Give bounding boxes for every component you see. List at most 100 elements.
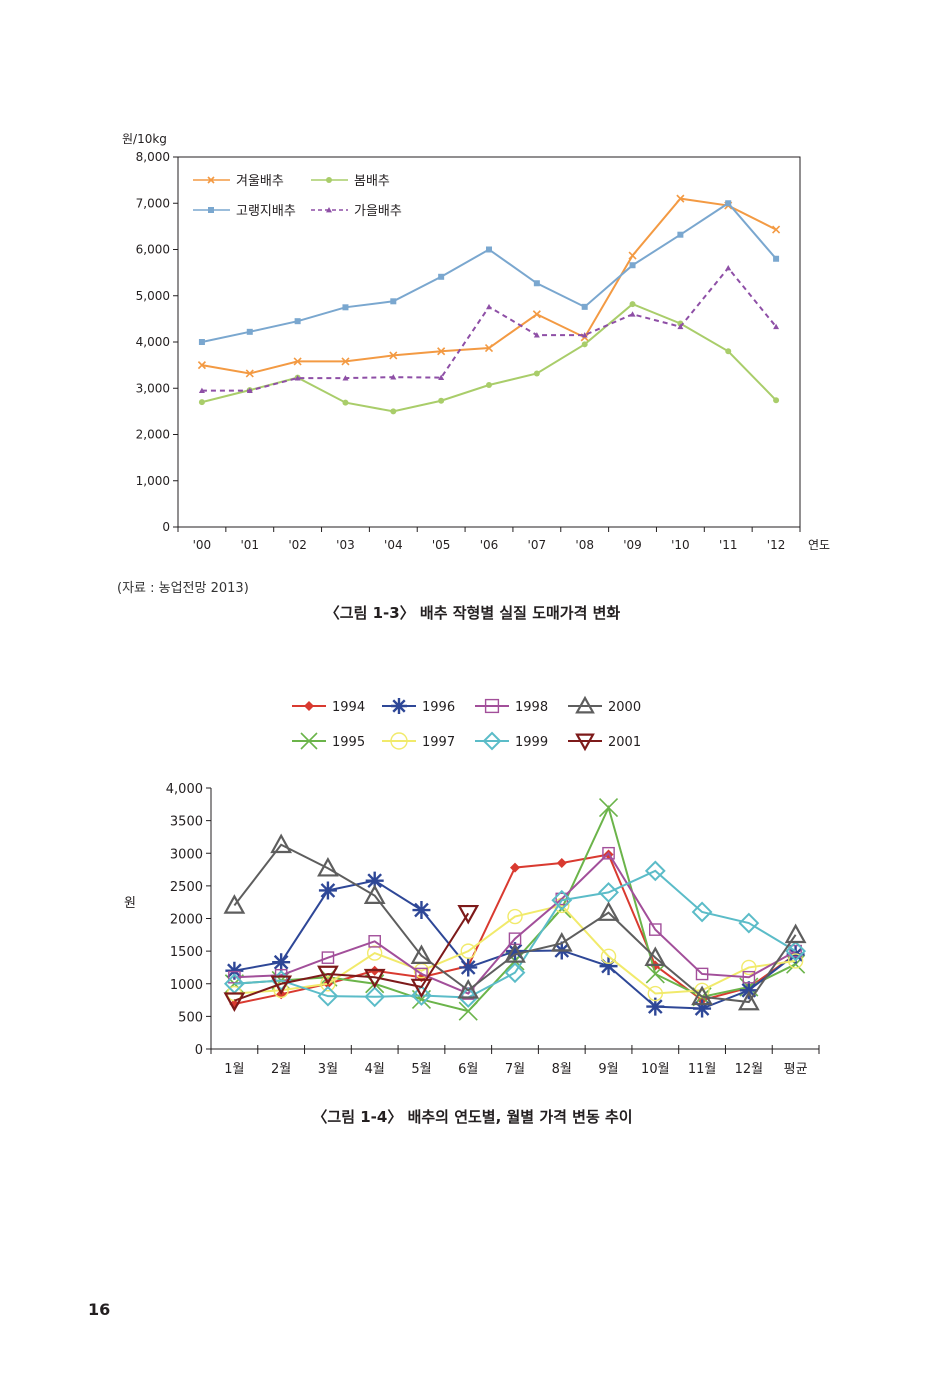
data-point [737, 990, 760, 1011]
data-point [533, 332, 540, 338]
data-point [556, 858, 567, 869]
data-point [437, 347, 446, 356]
data-point [691, 985, 713, 1006]
data-point [459, 958, 478, 977]
data-point [457, 904, 480, 925]
x-tick-label: '01 [240, 538, 259, 552]
x-tick-label: '05 [432, 538, 451, 552]
data-point [363, 968, 386, 989]
y-tick-label: 2500 [170, 880, 203, 895]
x-tick-label: 2월 [271, 1062, 291, 1077]
x-tick-label: '12 [767, 538, 786, 552]
x-tick-label: 12월 [735, 1062, 764, 1077]
series-line [234, 851, 797, 995]
legend-marker [391, 698, 407, 714]
y-tick-label: 7,000 [136, 196, 170, 210]
data-point [366, 945, 383, 961]
y-unit-label: 원/10kg [122, 132, 167, 146]
x-tick-label: 평균 [784, 1062, 808, 1077]
data-point [644, 946, 667, 966]
data-point [342, 304, 349, 311]
page-number: 16 [88, 1300, 111, 1319]
data-point [486, 303, 492, 310]
data-point [410, 944, 433, 964]
data-point [510, 862, 520, 873]
data-point [486, 246, 492, 253]
data-point [411, 985, 432, 1006]
data-point [504, 962, 526, 984]
data-point [581, 341, 588, 348]
y-tick-label: 3,000 [136, 381, 170, 395]
x-tick-label: 7월 [505, 1062, 525, 1077]
x-tick-label: '06 [480, 538, 499, 552]
x-tick-label: '00 [193, 538, 212, 552]
x-tick-label: 9월 [598, 1062, 618, 1077]
data-point [597, 901, 620, 921]
data-point [773, 323, 780, 330]
data-point [738, 912, 760, 934]
data-point [773, 255, 780, 262]
x-tick-label: 10월 [641, 1062, 670, 1077]
data-point [318, 881, 337, 900]
y-tick-label: 3000 [170, 847, 203, 862]
y-tick-label: 5,000 [136, 289, 170, 303]
data-point [533, 280, 540, 287]
legend-label: 1999 [515, 735, 548, 750]
legend: 1994 1996 1998 2000 1995 1997 1999 2001 [292, 695, 641, 752]
data-point [506, 942, 524, 961]
x-tick-label: '11 [719, 538, 738, 552]
data-point [365, 871, 384, 890]
x-axis-label: 연도 [808, 538, 830, 552]
legend-label: 봄배추 [354, 174, 390, 189]
data-point [317, 856, 339, 877]
data-point [390, 374, 397, 380]
data-point [320, 976, 336, 992]
data-point [773, 397, 780, 404]
x-tick-label: 8월 [552, 1062, 572, 1077]
x-tick-label: 6월 [458, 1062, 478, 1077]
data-point [341, 357, 350, 366]
y-axis-label: 원 [124, 896, 136, 911]
data-point [438, 273, 445, 280]
legend-label: 1995 [332, 735, 365, 750]
series-line [234, 869, 797, 999]
legend-label: 1994 [332, 700, 365, 715]
y-tick-label: 500 [178, 1010, 203, 1025]
legend-marker [326, 177, 332, 183]
legend-marker [390, 732, 408, 750]
legend-marker [326, 207, 332, 213]
series-고랭지배추 [198, 200, 780, 345]
data-point [321, 951, 335, 964]
data-point [695, 967, 709, 981]
data-point [649, 923, 662, 936]
data-point [198, 339, 205, 345]
data-point [294, 375, 301, 381]
x-tick-label: 11월 [688, 1062, 717, 1077]
data-point [581, 303, 588, 310]
data-point [484, 343, 494, 353]
data-point [533, 370, 540, 377]
legend-label: 1998 [515, 700, 548, 715]
data-point [412, 901, 431, 920]
data-point [342, 375, 349, 381]
data-point [647, 985, 664, 1002]
data-point [197, 361, 206, 370]
data-point [246, 387, 253, 393]
data-point [676, 194, 685, 203]
y-tick-label: 2000 [170, 913, 203, 928]
data-point [460, 943, 476, 959]
series-1999 [223, 860, 807, 1008]
data-point [646, 997, 665, 1016]
legend-label: 1996 [422, 700, 455, 715]
x-tick-label: '04 [384, 538, 403, 552]
data-point [317, 985, 339, 1007]
data-point [486, 382, 492, 389]
y-tick-label: 4,000 [166, 782, 203, 797]
x-tick-label: 3월 [318, 1062, 338, 1077]
series-line [233, 843, 797, 1004]
series-line [234, 912, 470, 1002]
y-tick-label: 0 [195, 1043, 203, 1058]
figure-caption-1-4: 〈그림 1-4〉 배추의 연도별, 월별 가격 변동 추이 [312, 1108, 633, 1126]
data-point [390, 298, 397, 305]
x-tick-label: 5월 [411, 1062, 431, 1077]
